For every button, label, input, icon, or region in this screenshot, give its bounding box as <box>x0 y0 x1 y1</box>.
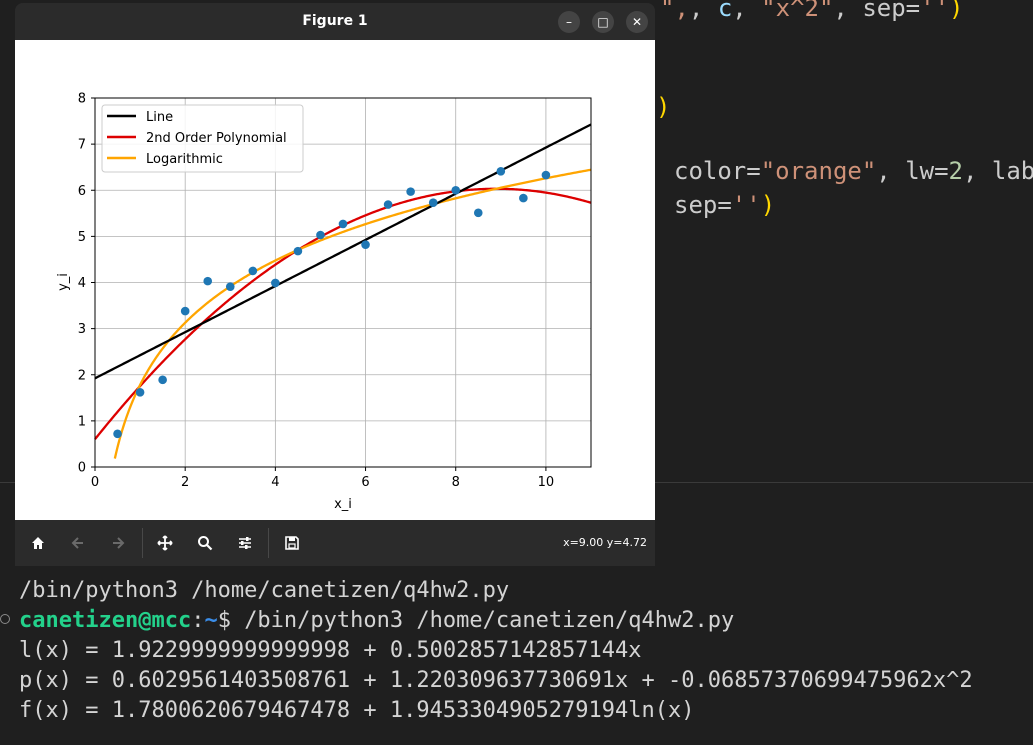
cursor-coordinates: x=9.00 y=4.72 <box>563 536 647 549</box>
x-tick-label: 2 <box>181 475 189 490</box>
prompt-colon: : <box>191 608 205 633</box>
forward-arrow-icon[interactable] <box>107 532 129 554</box>
series-linear-curve <box>94 123 592 380</box>
legend: Line 2nd Order Polynomial Logarithmic <box>101 104 304 173</box>
y-tick-label: 0 <box>78 461 86 476</box>
terminal-line-poly: p(x) = 0.6029561403508761 + 1.2203096377… <box>19 668 973 693</box>
y-tick-label: 7 <box>78 138 86 153</box>
data-point <box>135 387 145 397</box>
y-tick-label: 8 <box>78 92 86 107</box>
y-tick-label: 3 <box>78 322 86 337</box>
terminal-line-linear: l(x) = 1.9229999999999998 + 0.5002857142… <box>19 638 642 663</box>
window-titlebar[interactable]: Figure 1 – □ ✕ <box>15 3 655 40</box>
legend-label-log: Logarithmic <box>146 152 223 167</box>
minimize-button[interactable]: – <box>558 11 580 33</box>
zoom-icon[interactable] <box>194 532 216 554</box>
chart[interactable]: 0 2 4 6 8 10 0 1 2 3 4 5 6 7 8 x_i y_i Line 2nd Order … <box>15 40 655 520</box>
data-point <box>361 240 370 249</box>
data-point <box>158 375 167 385</box>
command-status-icon[interactable] <box>0 614 10 624</box>
maximize-button[interactable]: □ <box>592 11 614 33</box>
y-tick-label: 5 <box>78 230 86 245</box>
x-tick-label: 0 <box>91 475 99 490</box>
data-point <box>383 200 393 209</box>
prompt-user-host: canetizen@mcc <box>19 608 192 633</box>
x-tick-label: 6 <box>361 475 369 490</box>
figure-window[interactable]: Figure 1 – □ ✕ 0 2 4 6 8 10 0 1 2 3 4 5 6 7 8 x_i y_i … <box>15 3 655 566</box>
x-tick-label: 4 <box>271 475 279 490</box>
home-icon[interactable] <box>27 532 49 554</box>
series-log-curve <box>113 168 592 459</box>
pan-icon[interactable] <box>154 532 176 554</box>
prompt-path: ~ <box>204 608 218 633</box>
data-point <box>113 429 122 439</box>
prompt-command: /bin/python3 /home/canetizen/q4hw2.py <box>244 608 735 633</box>
data-point <box>451 185 461 195</box>
window-title: Figure 1 <box>302 13 368 29</box>
y-tick-label: 1 <box>78 414 86 429</box>
back-arrow-icon[interactable] <box>67 532 89 554</box>
data-point <box>406 187 415 196</box>
terminal-line-log: f(x) = 1.7800620679467478 + 1.9453304905… <box>19 698 695 723</box>
data-point <box>225 282 235 291</box>
x-tick-label: 8 <box>452 475 460 490</box>
data-point <box>428 198 438 208</box>
terminal-line-1: /bin/python3 /home/canetizen/q4hw2.py <box>19 578 510 603</box>
y-tick-label: 2 <box>78 368 86 383</box>
data-point <box>271 278 280 288</box>
y-tick-label: 4 <box>78 276 86 291</box>
data-point <box>293 246 303 256</box>
y-tick-label: 6 <box>78 184 86 199</box>
data-point <box>541 170 551 180</box>
prompt-dollar: $ <box>217 608 245 633</box>
configure-subplots-icon[interactable] <box>234 532 256 554</box>
legend-box <box>101 104 304 173</box>
data-point <box>180 306 190 316</box>
code-line-plot-call: ",, c, "x^2", sep='') <box>660 0 964 22</box>
legend-label-poly: 2nd Order Polynomial <box>146 131 287 146</box>
figure-toolbar[interactable]: x=9.00 y=4.72 <box>15 520 655 566</box>
data-point <box>203 276 213 286</box>
y-axis-label: y_i <box>56 273 71 291</box>
data-point <box>248 266 258 276</box>
data-point <box>473 208 483 218</box>
data-point <box>496 167 506 176</box>
code-line-close-paren: ) <box>656 93 671 121</box>
code-line-color-args: color="orange", lw=2, lab <box>674 157 1033 185</box>
data-point <box>316 230 325 240</box>
toolbar-separator <box>142 528 143 558</box>
data-point <box>519 193 528 203</box>
close-button[interactable]: ✕ <box>626 11 648 33</box>
terminal-prompt-line: canetizen@mcc:~$ /bin/python3 /home/cane… <box>19 608 734 633</box>
legend-label-line: Line <box>146 110 173 125</box>
x-axis-label: x_i <box>334 497 352 512</box>
toolbar-separator <box>268 528 269 558</box>
save-icon[interactable] <box>281 532 303 554</box>
plot-canvas[interactable]: 0 2 4 6 8 10 0 1 2 3 4 5 6 7 8 x_i y_i Line 2nd Order … <box>15 40 655 520</box>
code-line-sep-arg: sep='') <box>674 191 776 219</box>
x-tick-label: 10 <box>538 475 555 490</box>
data-point <box>338 219 348 229</box>
